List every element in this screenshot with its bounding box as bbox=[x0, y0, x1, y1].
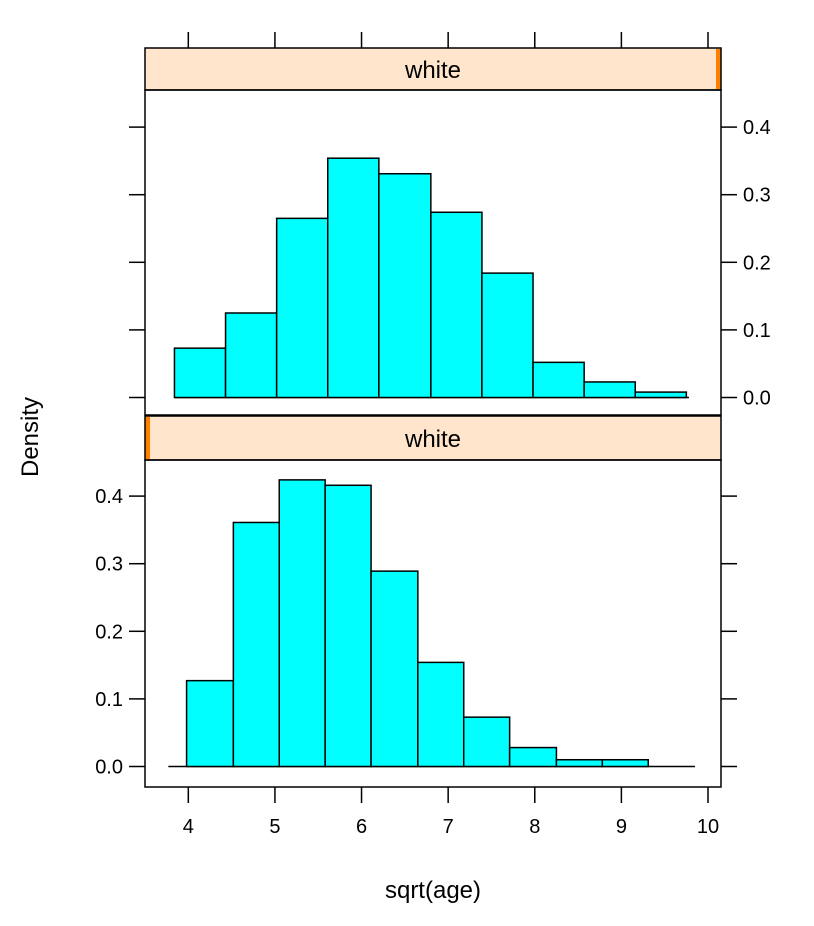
x-tick-label: 8 bbox=[529, 816, 540, 838]
strip-level-marker bbox=[716, 49, 721, 89]
histogram-bar bbox=[430, 211, 483, 399]
y-axis-title: Density bbox=[17, 397, 44, 477]
y-tick-label: 0.3 bbox=[95, 554, 123, 576]
strip-label: white bbox=[404, 57, 461, 84]
panels-group: white 0.0 0.1 0.2 0.3 0.4 white 0.0 0.1 0.2 0.3 0.4… bbox=[95, 32, 771, 838]
x-tick-label: 6 bbox=[356, 816, 367, 838]
panel-bottom: white 0.0 0.1 0.2 0.3 0.4 bbox=[95, 415, 737, 788]
histogram-bar bbox=[370, 570, 419, 768]
x-tick-label: 10 bbox=[697, 816, 719, 838]
histogram-bar bbox=[327, 157, 380, 399]
histogram-bar bbox=[232, 521, 281, 768]
panel-border bbox=[144, 89, 722, 416]
x-tick-label: 4 bbox=[183, 816, 194, 838]
y-tick-label: 0.2 bbox=[743, 252, 771, 274]
histogram-bar bbox=[601, 758, 649, 768]
histogram-bar bbox=[555, 758, 604, 768]
histogram-bar bbox=[278, 479, 326, 768]
histogram-bar bbox=[185, 679, 235, 768]
y-tick-label: 0.1 bbox=[743, 320, 771, 342]
x-tick-label: 5 bbox=[269, 816, 280, 838]
histogram-bar bbox=[583, 381, 636, 399]
y-tick-label: 0.3 bbox=[743, 185, 771, 207]
histogram-bar bbox=[508, 746, 558, 768]
histogram-bar bbox=[173, 347, 227, 399]
histogram-bar bbox=[634, 391, 688, 399]
strip-background bbox=[145, 416, 721, 460]
histogram-bar bbox=[378, 172, 432, 399]
histogram-bar bbox=[224, 312, 278, 399]
panel-top: white 0.0 0.1 0.2 0.3 0.4 bbox=[129, 47, 771, 416]
histogram-bar bbox=[481, 272, 534, 399]
histogram-bar bbox=[275, 217, 329, 399]
x-axis-title: sqrt(age) bbox=[385, 877, 481, 904]
y-tick-label: 0.1 bbox=[95, 689, 123, 711]
y-tick-label: 0.4 bbox=[95, 486, 123, 508]
strip-background bbox=[145, 48, 721, 90]
histogram-bar bbox=[532, 361, 585, 399]
histogram-bar bbox=[462, 716, 511, 768]
y-tick-label: 0.0 bbox=[743, 388, 771, 410]
histogram-bar bbox=[417, 661, 465, 768]
strip-label: white bbox=[404, 426, 461, 453]
y-tick-label: 0.0 bbox=[95, 757, 123, 779]
strip-level-marker bbox=[145, 417, 150, 459]
x-tick-label: 7 bbox=[443, 816, 454, 838]
panel-border bbox=[144, 459, 722, 788]
histogram-bar bbox=[324, 484, 372, 768]
y-tick-label: 0.4 bbox=[743, 117, 771, 139]
y-tick-label: 0.2 bbox=[95, 621, 123, 643]
x-tick-label: 9 bbox=[616, 816, 627, 838]
